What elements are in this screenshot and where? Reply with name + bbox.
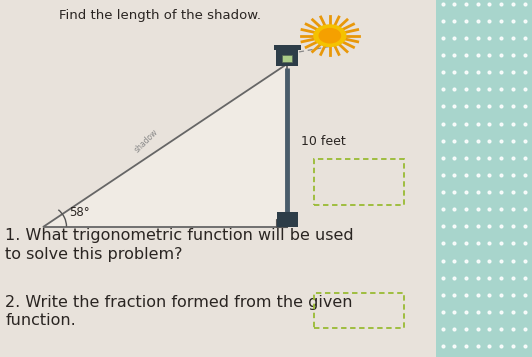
Text: 2. Write the fraction formed from the given
function.: 2. Write the fraction formed from the gi… bbox=[5, 295, 353, 328]
Bar bbox=[276, 219, 287, 227]
Polygon shape bbox=[43, 64, 287, 227]
Text: 58°: 58° bbox=[69, 206, 90, 219]
Text: 1. What trigonometric function will be used
to solve this problem?: 1. What trigonometric function will be u… bbox=[5, 228, 354, 262]
Circle shape bbox=[314, 25, 346, 46]
Bar bbox=[436, 0, 532, 357]
Circle shape bbox=[319, 29, 340, 43]
Bar bbox=[276, 48, 298, 66]
Text: 10 feet: 10 feet bbox=[301, 135, 345, 149]
Bar bbox=[274, 45, 301, 50]
Text: shadow: shadow bbox=[132, 127, 160, 154]
Bar bbox=[277, 212, 298, 227]
Bar bbox=[282, 55, 292, 62]
Text: Find the length of the shadow.: Find the length of the shadow. bbox=[59, 9, 261, 22]
